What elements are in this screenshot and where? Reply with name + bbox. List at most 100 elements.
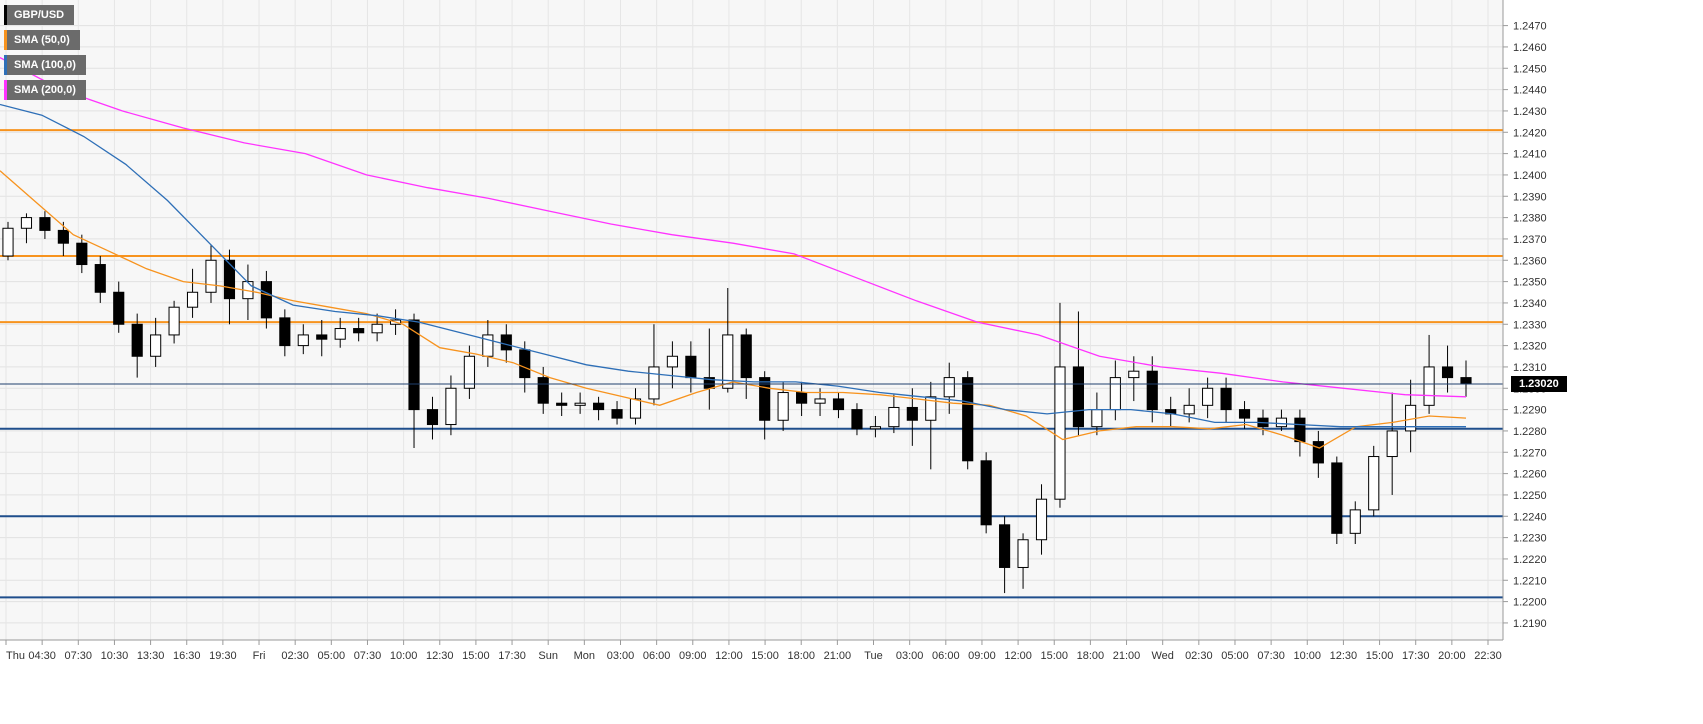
legend-item[interactable]: SMA (50,0)	[4, 30, 80, 50]
x-tick-label: Fri	[253, 650, 266, 662]
candle-body	[131, 323, 143, 357]
y-tick-label: 1.2210	[1513, 575, 1547, 587]
x-tick-label: 03:00	[896, 650, 924, 662]
candle-body	[76, 242, 88, 266]
candle-body	[20, 217, 33, 229]
y-tick-label: 1.2360	[1513, 255, 1547, 267]
candle-body	[482, 334, 494, 357]
y-tick-label: 1.2270	[1513, 447, 1547, 459]
x-tick-label: Wed	[1151, 650, 1173, 662]
x-tick-label: 10:30	[101, 650, 129, 662]
y-tick-label: 1.2410	[1513, 149, 1547, 161]
x-tick-label: 18:00	[1077, 650, 1105, 662]
y-tick-label: 1.2190	[1513, 618, 1547, 630]
x-tick-label: 10:00	[390, 650, 418, 662]
y-tick-label: 1.2310	[1513, 362, 1547, 374]
sma-lines	[0, 57, 1467, 449]
x-tick-label: 09:00	[679, 650, 707, 662]
y-tick-label: 1.2200	[1513, 597, 1547, 609]
x-tick-label: 15:00	[1366, 650, 1394, 662]
candle-body	[94, 264, 106, 293]
x-tick-label: 02:30	[1185, 650, 1213, 662]
x-tick-label: 04:30	[28, 650, 56, 662]
price-axis: 1.2470 1.2460 1.2450 1.2440 1.2430 1.2420 1.24…	[1503, 21, 1547, 630]
candle-body	[445, 387, 457, 426]
legend-swatch	[4, 30, 7, 50]
x-tick-label: 06:00	[643, 650, 671, 662]
candle-body	[2, 227, 14, 257]
candle-body	[57, 229, 69, 244]
y-tick-label: 1.2290	[1513, 405, 1547, 417]
legend-swatch	[4, 55, 7, 75]
y-tick-label: 1.2440	[1513, 85, 1547, 97]
candle-body	[796, 392, 808, 404]
x-tick-label: 09:00	[968, 650, 996, 662]
sma-line	[0, 103, 1466, 428]
y-tick-label: 1.2390	[1513, 191, 1547, 203]
candle-body	[1072, 366, 1085, 428]
x-tick-label: 20:00	[1438, 650, 1466, 662]
y-tick-label: 1.2420	[1513, 127, 1547, 139]
x-tick-label: 13:30	[137, 650, 165, 662]
candle-body	[943, 377, 955, 398]
x-tick-label: 15:00	[1040, 650, 1068, 662]
sma-line	[0, 57, 1467, 398]
candle-body	[1183, 404, 1195, 415]
candle-body	[648, 366, 660, 400]
candle-body	[463, 355, 475, 389]
candle-body	[925, 396, 937, 421]
candle-body	[1128, 370, 1140, 379]
candle-body	[611, 409, 623, 419]
candle-body	[426, 409, 439, 426]
candle-body	[574, 402, 586, 406]
candle-body	[888, 406, 900, 428]
candle-body	[851, 409, 863, 430]
legend-item[interactable]: SMA (100,0)	[4, 55, 86, 75]
x-tick-label: 17:30	[498, 650, 526, 662]
candle-body	[279, 317, 291, 347]
chart-legend: GBP/USD SMA (50,0) SMA (100,0) SMA (200,0)	[4, 5, 86, 105]
x-tick-label: 05:00	[318, 650, 346, 662]
candle-body	[519, 349, 531, 379]
x-tick-label: 12:00	[715, 650, 743, 662]
candle-body	[685, 355, 697, 379]
legend-label: GBP/USD	[14, 9, 65, 21]
candle-body	[353, 328, 365, 334]
x-tick-label: 07:30	[354, 650, 382, 662]
candle-body	[260, 281, 272, 319]
candle-body	[1368, 456, 1380, 511]
y-tick-label: 1.2370	[1513, 234, 1547, 246]
candle-body	[1349, 509, 1361, 534]
candle-body	[980, 460, 992, 526]
price-axis-background	[1503, 0, 1703, 640]
x-tick-label: 12:00	[1004, 650, 1032, 662]
x-tick-label: 15:00	[462, 650, 490, 662]
x-tick-label: 22:30	[1474, 650, 1502, 662]
x-tick-label: 02:30	[281, 650, 309, 662]
candle-body	[1423, 366, 1435, 406]
candle-body	[1091, 409, 1103, 428]
x-tick-label: Sun	[538, 650, 558, 662]
candle-body	[962, 377, 974, 462]
x-tick-label: 06:00	[932, 650, 960, 662]
legend-item[interactable]: GBP/USD	[4, 5, 75, 25]
x-tick-label: 12:30	[1330, 650, 1358, 662]
legend-label: SMA (100,0)	[14, 59, 76, 71]
candle-body	[1035, 498, 1048, 541]
candle-body	[1202, 387, 1214, 406]
legend-item[interactable]: SMA (200,0)	[4, 80, 86, 100]
legend-swatch	[4, 80, 7, 100]
candle-body	[814, 398, 826, 404]
y-tick-label: 1.2220	[1513, 554, 1547, 566]
candle-body	[186, 291, 199, 308]
x-tick-label: Tue	[864, 650, 883, 662]
sma-line	[0, 170, 1467, 449]
candle-body	[1441, 366, 1454, 379]
candle-body	[1054, 366, 1066, 500]
legend-label: SMA (200,0)	[14, 84, 76, 96]
candle-body	[1460, 377, 1472, 385]
x-tick-label: Mon	[574, 650, 595, 662]
y-tick-label: 1.2460	[1513, 42, 1547, 54]
candle-body	[316, 334, 328, 340]
